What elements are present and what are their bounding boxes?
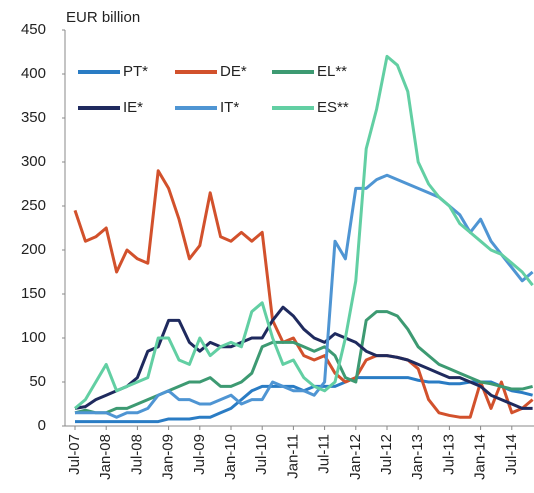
x-tick-label: Jul-10 (253, 434, 270, 475)
series-line (74, 310, 533, 415)
x-tick-label: Jul-09 (191, 434, 208, 475)
x-tick-label: Jan-14 (472, 434, 489, 480)
series-line (75, 376, 533, 424)
y-tick-label: 250 (21, 197, 46, 214)
legend-label: IE* (123, 99, 143, 116)
series-line (73, 169, 534, 419)
y-tick-label: 400 (21, 65, 46, 82)
x-tick-label: Jan-12 (347, 434, 364, 480)
axis-title: EUR billion (66, 9, 140, 26)
x-tick-label: Jul-08 (128, 434, 145, 475)
x-tick-label: Jan-10 (222, 434, 239, 480)
y-tick-label: 450 (21, 21, 46, 38)
legend-label: ES** (317, 99, 349, 116)
x-tick-label: Jul-12 (378, 434, 395, 475)
x-tick-label: Jul-13 (440, 434, 457, 475)
y-tick-label: 300 (21, 153, 46, 170)
y-tick-label: 0 (38, 417, 46, 434)
series-line (74, 305, 533, 410)
series-line (74, 54, 534, 410)
legend-label: EL** (317, 63, 347, 80)
series-line (75, 173, 534, 419)
x-tick-label: Jul-14 (503, 434, 520, 475)
x-tick-label: Jan-11 (284, 434, 301, 479)
legend-label: DE* (220, 63, 247, 80)
x-tick-label: Jul-07 (66, 434, 83, 475)
x-tick-label: Jan-13 (409, 434, 426, 480)
legend-label: IT* (220, 99, 239, 116)
y-tick-label: 200 (21, 241, 46, 258)
x-tick-label: Jul-11 (316, 434, 333, 474)
y-tick-label: 150 (21, 285, 46, 302)
legend-label: PT* (123, 63, 148, 80)
y-tick-label: 100 (21, 329, 46, 346)
x-tick-label: Jan-08 (97, 434, 114, 480)
x-tick-label: Jan-09 (160, 434, 177, 480)
y-tick-label: 50 (29, 373, 46, 390)
y-tick-label: 350 (21, 109, 46, 126)
